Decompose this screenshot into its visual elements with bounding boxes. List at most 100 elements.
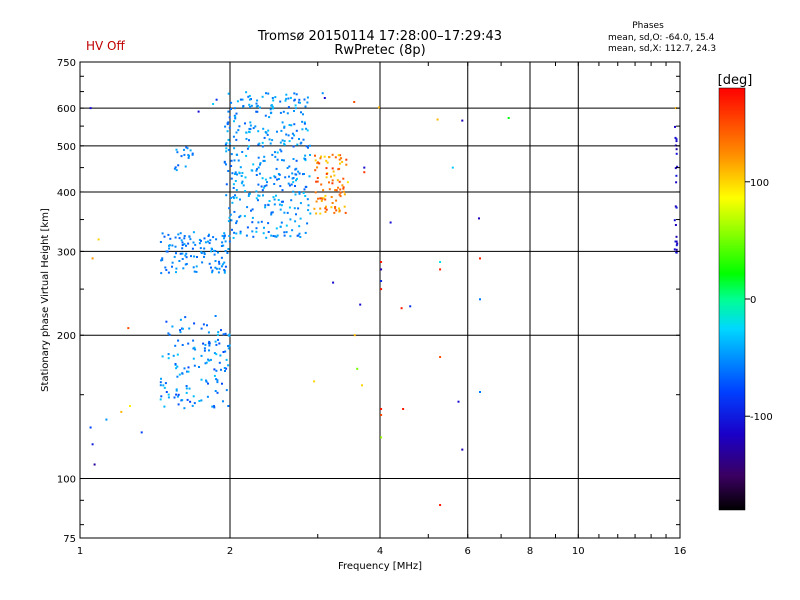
data-point — [176, 353, 179, 356]
data-point — [339, 162, 341, 165]
data-point — [187, 366, 190, 369]
data-point — [353, 334, 356, 337]
data-point — [192, 339, 195, 342]
data-point — [246, 206, 249, 209]
data-point — [291, 132, 294, 135]
data-point — [286, 112, 289, 115]
data-point — [179, 318, 182, 321]
y-tick-label: 100 — [57, 475, 76, 486]
data-point — [257, 183, 260, 186]
data-point — [280, 200, 283, 203]
data-point — [259, 106, 261, 109]
data-point — [304, 105, 307, 108]
data-point — [255, 110, 258, 113]
data-point — [245, 137, 248, 140]
data-point — [269, 142, 272, 145]
data-point — [261, 145, 264, 148]
chart-subtitle: RwPretec (8p) — [334, 43, 426, 58]
x-axis-label: Frequency [MHz] — [338, 561, 422, 572]
data-point — [293, 134, 296, 137]
data-point — [206, 324, 208, 327]
data-point — [233, 147, 236, 150]
data-point — [264, 114, 267, 117]
data-point — [231, 228, 233, 231]
data-point — [231, 172, 234, 175]
data-point — [210, 358, 212, 361]
data-point — [340, 157, 343, 160]
data-point — [345, 163, 348, 166]
phases-x-stats: mean, sd,X: 112.7, 24.3 — [608, 44, 717, 54]
data-point — [201, 261, 204, 264]
data-point — [380, 414, 383, 416]
data-point — [363, 166, 366, 169]
data-point — [299, 142, 302, 145]
data-point — [338, 167, 341, 170]
data-point — [184, 263, 187, 266]
data-point — [338, 209, 341, 212]
data-point — [279, 111, 282, 114]
data-point — [294, 173, 297, 176]
data-point — [127, 327, 130, 330]
x-tick-label: 16 — [674, 546, 687, 557]
data-point — [306, 198, 309, 201]
data-point — [187, 342, 190, 345]
data-point — [261, 141, 264, 144]
data-point — [250, 169, 253, 172]
data-point — [235, 138, 238, 141]
data-point — [674, 240, 677, 243]
data-point — [238, 216, 241, 219]
data-point — [228, 235, 231, 237]
data-point — [338, 193, 341, 196]
data-point — [281, 121, 284, 124]
data-point — [400, 307, 403, 310]
data-point — [439, 356, 442, 358]
data-point — [267, 231, 270, 233]
data-point — [276, 178, 279, 181]
data-point — [234, 115, 237, 118]
data-point — [275, 194, 277, 197]
data-point — [295, 129, 298, 132]
data-point — [290, 183, 293, 186]
data-point — [89, 107, 92, 110]
data-point — [339, 195, 342, 198]
data-point — [285, 133, 288, 136]
data-point — [287, 182, 290, 185]
data-point — [332, 281, 335, 284]
data-point — [334, 156, 337, 159]
data-point — [271, 139, 274, 142]
data-point — [479, 391, 481, 393]
data-point — [160, 395, 163, 398]
data-point — [291, 177, 294, 180]
data-point — [200, 327, 203, 330]
data-point — [507, 117, 510, 119]
data-point — [290, 199, 293, 202]
data-point — [187, 370, 190, 373]
data-point — [232, 187, 235, 189]
data-point — [163, 405, 166, 408]
data-point — [173, 396, 176, 399]
data-point — [675, 181, 678, 184]
data-point — [181, 344, 184, 346]
data-point — [200, 251, 203, 254]
data-point — [267, 204, 270, 207]
data-point — [165, 320, 168, 323]
data-point — [249, 124, 252, 127]
data-point — [219, 354, 222, 357]
data-point — [256, 110, 259, 113]
data-point — [223, 271, 226, 274]
data-point — [341, 160, 344, 163]
data-point — [283, 125, 286, 128]
data-point — [274, 235, 277, 238]
data-point — [179, 331, 182, 334]
data-point — [220, 368, 222, 371]
data-point — [436, 118, 439, 121]
data-point — [208, 340, 211, 343]
data-point — [298, 225, 301, 228]
data-points — [89, 91, 679, 506]
data-point — [223, 234, 226, 237]
data-point — [183, 148, 185, 151]
data-point — [233, 159, 236, 162]
data-point — [185, 146, 188, 149]
data-point — [268, 116, 271, 119]
data-point — [197, 110, 200, 113]
